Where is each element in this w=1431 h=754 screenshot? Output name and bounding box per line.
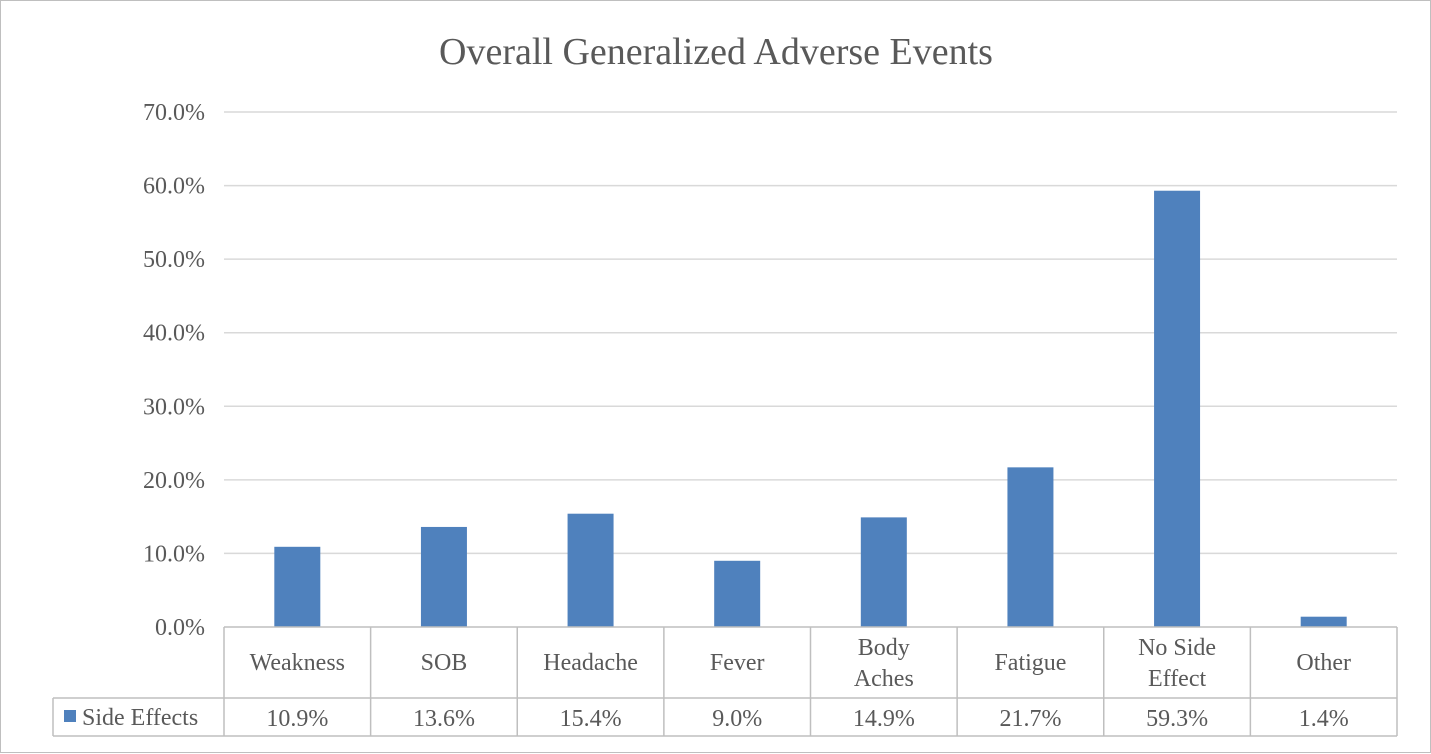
y-tick-label: 50.0%	[143, 247, 205, 273]
y-tick-label: 20.0%	[143, 468, 205, 494]
y-tick-label: 0.0%	[155, 615, 205, 641]
y-tick-label: 30.0%	[143, 394, 205, 420]
data-value-label: 13.6%	[413, 706, 475, 732]
bar	[860, 517, 907, 627]
category-label: Effect	[1148, 666, 1207, 692]
data-value-label: 59.3%	[1146, 706, 1208, 732]
y-tick-label: 10.0%	[143, 541, 205, 567]
category-label: Fatigue	[994, 650, 1066, 676]
bar	[567, 513, 614, 627]
category-label: No Side	[1138, 635, 1216, 661]
bar	[714, 560, 761, 627]
y-tick-label: 70.0%	[143, 100, 205, 126]
data-value-label: 14.9%	[853, 706, 915, 732]
data-value-label: 9.0%	[712, 706, 762, 732]
category-label: Headache	[543, 650, 638, 676]
category-label: SOB	[421, 650, 468, 676]
chart-title: Overall Generalized Adverse Events	[439, 31, 993, 73]
bar	[1300, 616, 1347, 627]
gridlines	[224, 111, 1397, 555]
category-label: Body	[858, 635, 910, 661]
category-label: Aches	[854, 666, 914, 692]
legend-label: Side Effects	[82, 705, 198, 731]
data-value-label: 1.4%	[1299, 706, 1349, 732]
y-tick-label: 40.0%	[143, 321, 205, 347]
category-label: Other	[1296, 650, 1351, 676]
bar	[1154, 190, 1201, 627]
category-label: Fever	[710, 650, 765, 676]
y-tick-label: 60.0%	[143, 174, 205, 200]
bar	[1007, 467, 1054, 627]
bar	[274, 546, 321, 627]
data-value-label: 15.4%	[560, 706, 622, 732]
legend-key	[64, 710, 76, 722]
data-table: Weakness SOB Headache Fever Body Aches Fatigue…	[52, 626, 1398, 737]
category-label: Weakness	[250, 650, 345, 676]
data-value-label: 10.9%	[266, 706, 328, 732]
data-value-label: 21.7%	[999, 706, 1061, 732]
bars	[274, 190, 1347, 627]
y-axis-tick-labels: 0.0% 10.0% 20.0% 30.0% 40.0% 50.0% 60.0% 70.0%	[143, 100, 205, 641]
bar	[420, 526, 467, 627]
